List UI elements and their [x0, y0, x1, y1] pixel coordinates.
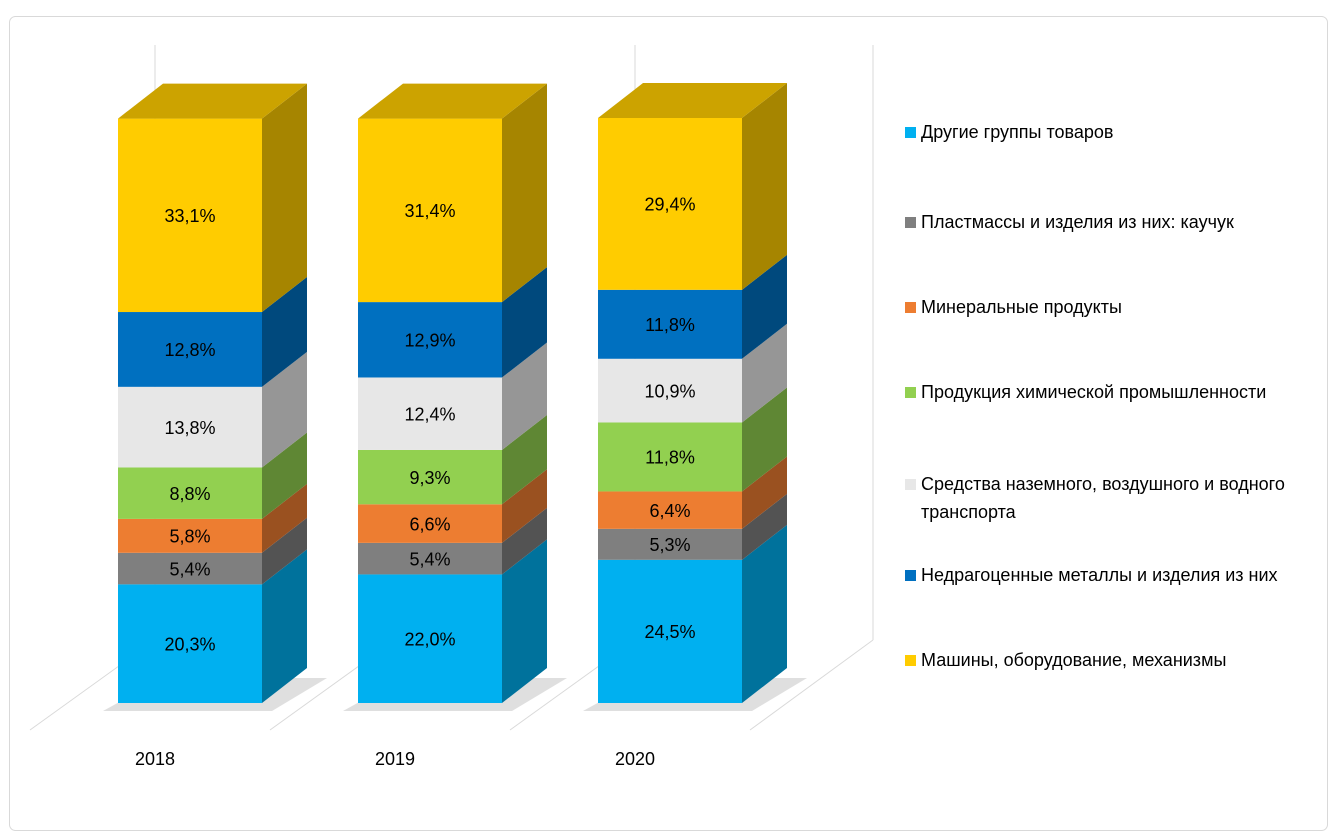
value-label: 12,4% — [404, 404, 455, 424]
legend-swatch — [905, 387, 916, 398]
legend-label: Средства наземного, воздушного и водного… — [921, 474, 1285, 522]
value-label: 5,8% — [169, 527, 210, 547]
value-label: 6,4% — [649, 501, 690, 521]
value-label: 5,4% — [409, 549, 450, 569]
bar-side — [502, 267, 547, 378]
bar-segment — [118, 518, 262, 553]
value-label: 5,4% — [169, 559, 210, 579]
bar-segment — [358, 449, 502, 505]
value-label: 13,8% — [164, 418, 215, 438]
legend-item: Недрагоценные металлы и изделия из них — [905, 561, 1315, 589]
bar-side — [502, 507, 547, 575]
bar-side — [742, 524, 787, 703]
value-label: 5,3% — [649, 535, 690, 555]
bar-segment — [358, 377, 502, 450]
value-label: 10,9% — [644, 381, 695, 401]
bar-segment — [598, 559, 742, 703]
legend-swatch — [905, 127, 916, 138]
value-label: 33,1% — [164, 206, 215, 226]
bar-segment — [598, 358, 742, 423]
bar-segment — [358, 542, 502, 575]
bar-segment — [598, 118, 742, 290]
legend-swatch — [905, 655, 916, 666]
value-label: 12,8% — [164, 340, 215, 360]
legend-item: Средства наземного, воздушного и водного… — [905, 470, 1315, 526]
value-label: 12,9% — [404, 331, 455, 351]
legend-label: Другие группы товаров — [921, 122, 1114, 142]
bar-side — [262, 549, 307, 703]
legend-swatch — [905, 302, 916, 313]
bar-segment — [118, 584, 262, 703]
bar-segment — [118, 386, 262, 468]
legend-label: Машины, оборудование, механизмы — [921, 650, 1227, 670]
bar-segment — [358, 504, 502, 543]
legend-item: Другие группы товаров — [905, 118, 1315, 146]
legend-item: Минеральные продукты — [905, 293, 1315, 321]
bar-side — [262, 483, 307, 553]
legend-swatch — [905, 570, 916, 581]
bar-side — [502, 342, 547, 450]
bar-side — [262, 432, 307, 519]
bar-side — [742, 323, 787, 423]
bar-side — [742, 456, 787, 529]
value-label: 22,0% — [404, 629, 455, 649]
bar-side — [742, 387, 787, 492]
value-label: 20,3% — [164, 634, 215, 654]
bar-side — [262, 351, 307, 468]
bar-top — [118, 83, 307, 119]
bar-side — [502, 539, 547, 703]
x-tick-label: 2018 — [135, 749, 175, 769]
bar-side — [742, 254, 787, 359]
value-label: 24,5% — [644, 622, 695, 642]
x-tick-label: 2019 — [375, 749, 415, 769]
legend-label: Пластмассы и изделия из них: каучук — [921, 212, 1234, 232]
bar-segment — [118, 312, 262, 387]
bar-top — [358, 83, 547, 119]
legend-swatch — [905, 479, 916, 490]
bar-segment — [118, 467, 262, 519]
legend-label: Продукция химической промышленности — [921, 382, 1267, 402]
legend-swatch — [905, 217, 916, 228]
bar-segment — [598, 491, 742, 529]
legend-item: Пластмассы и изделия из них: каучук — [905, 208, 1315, 236]
bar-side — [502, 414, 547, 505]
bar-segment — [118, 118, 262, 313]
bar-segment — [358, 118, 502, 303]
bar-side — [262, 277, 307, 387]
bar-segment — [118, 552, 262, 585]
bar-segment — [358, 302, 502, 378]
bar-side — [502, 83, 547, 303]
bar-side — [262, 83, 307, 313]
value-label: 29,4% — [644, 195, 695, 215]
bar-side — [502, 469, 547, 543]
legend-label: Недрагоценные металлы и изделия из них — [921, 565, 1278, 585]
bar-side — [262, 517, 307, 585]
bar-top — [598, 83, 787, 118]
chart-frame — [9, 16, 1328, 831]
value-label: 9,3% — [409, 468, 450, 488]
value-label: 8,8% — [169, 484, 210, 504]
bar-segment — [598, 528, 742, 560]
value-label: 31,4% — [404, 201, 455, 221]
legend-item: Продукция химической промышленности — [905, 378, 1315, 406]
bar-segment — [598, 289, 742, 359]
bar-side — [742, 493, 787, 560]
bar-side — [742, 83, 787, 290]
value-label: 11,8% — [645, 448, 695, 468]
legend-item: Машины, оборудование, механизмы — [905, 646, 1315, 674]
bar-segment — [358, 574, 502, 703]
bar-segment — [598, 422, 742, 492]
value-label: 11,8% — [645, 315, 695, 335]
legend-label: Минеральные продукты — [921, 297, 1122, 317]
x-tick-label: 2020 — [615, 749, 655, 769]
value-label: 6,6% — [409, 514, 450, 534]
